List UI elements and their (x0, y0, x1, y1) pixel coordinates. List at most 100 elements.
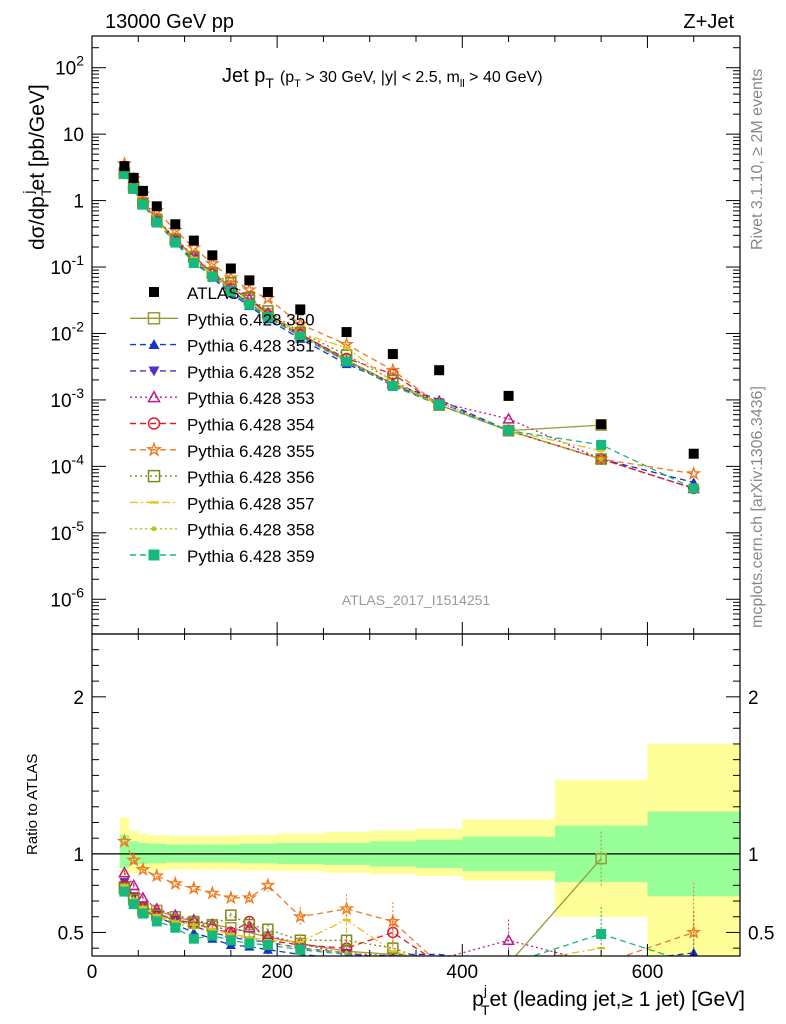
ratio-point (243, 918, 256, 931)
legend-label: Pythia 6.428 354 (187, 416, 315, 435)
main-point (598, 456, 604, 462)
ratio-point (186, 880, 202, 895)
ratio-point (188, 933, 199, 944)
watermark: ATLAS_2017_I1514251 (342, 592, 491, 608)
legend-marker (147, 390, 161, 403)
ratio-point (225, 909, 237, 921)
ratio-point (596, 929, 607, 940)
data-point (262, 287, 273, 298)
data-point (596, 419, 607, 430)
ratio-point (204, 885, 220, 900)
ratio-tick-label-right: 1 (748, 845, 759, 866)
x-tick-label: 600 (632, 962, 664, 983)
ratio-point (296, 940, 305, 944)
ratio-point (116, 833, 132, 848)
legend-entry-data: ATLAS (149, 284, 240, 303)
y-tick-label: 10 (63, 125, 84, 146)
legend-marker (147, 312, 161, 325)
main-point (207, 271, 218, 282)
main-point (170, 237, 181, 248)
legend-entry: Pythia 6.428 352 (130, 363, 315, 382)
legend-entry: Pythia 6.428 354 (130, 416, 315, 435)
svg-text:dσ/dpTjet [pb/GeV]: dσ/dpTjet [pb/GeV] (20, 84, 54, 250)
main-point (434, 399, 445, 410)
main-point (188, 258, 199, 269)
ratio-point (342, 918, 351, 922)
ratio-point (260, 877, 276, 892)
data-point (170, 219, 181, 230)
ratio-point (127, 878, 140, 891)
data-point (207, 250, 218, 261)
legend-label: Pythia 6.428 356 (187, 468, 315, 487)
legend-label: Pythia 6.428 355 (187, 442, 315, 461)
legend-entry: Pythia 6.428 353 (130, 389, 315, 408)
atlas-data-points (119, 161, 699, 459)
ratio-point (295, 944, 306, 955)
legend-marker (148, 549, 160, 561)
legend-label: Pythia 6.428 357 (187, 494, 315, 513)
legend-marker (148, 339, 160, 349)
legend-entry: Pythia 6.428 350 (130, 310, 315, 329)
main-point (596, 439, 607, 450)
legend-label: Pythia 6.428 351 (187, 337, 315, 356)
x-axis-title: pj Tet (leading jet,≥ 1 jet) [GeV] (472, 982, 745, 1018)
data-point (434, 365, 445, 376)
legend-entry: Pythia 6.428 357 (130, 494, 315, 513)
main-point (244, 299, 255, 310)
y-tick-label: 10-1 (50, 252, 84, 279)
main-point (595, 453, 607, 465)
y-tick-label: 10-4 (50, 451, 84, 478)
header-left-label: 13000 GeV pp (105, 11, 234, 33)
ratio-point (502, 933, 515, 946)
data-point (137, 185, 148, 196)
main-point (186, 239, 202, 255)
ratio-point (137, 908, 148, 919)
plot-title: Jet pT (pT > 30 GeV, |y| < 2.5, mll > 40 … (222, 65, 543, 91)
header-right-label: Z+Jet (683, 11, 734, 33)
ratio-tick-label-right: 0.5 (748, 923, 774, 944)
legend-marker (147, 417, 161, 430)
main-point (292, 316, 308, 331)
y-axis-title-main: dσ/dpTjet [pb/GeV] (20, 84, 54, 250)
main-point (387, 381, 398, 392)
main-frame (91, 35, 741, 635)
legend-marker (149, 287, 159, 297)
main-series (119, 169, 699, 494)
ratio-point (339, 900, 355, 916)
legend-label: Pythia 6.428 359 (187, 547, 315, 566)
ratio-point (138, 906, 147, 909)
ratio-point (262, 923, 274, 936)
data-point (119, 161, 130, 172)
legend-entry: Pythia 6.428 351 (130, 337, 315, 356)
ratio-series (116, 833, 702, 956)
main-point (341, 356, 352, 367)
data-point (503, 390, 514, 401)
ratio-point (223, 889, 239, 905)
ratio-point (170, 922, 181, 933)
data-point (295, 304, 306, 315)
main-point (225, 286, 236, 297)
legend: ATLAS Pythia 6.428 350 Pythia 6.428 351 Pyt… (130, 284, 315, 566)
ratio-point (340, 934, 353, 947)
y-tick-label: 102 (55, 53, 84, 80)
band-inner-bin (119, 835, 130, 869)
main-point (204, 255, 220, 271)
ratio-series-group (116, 831, 702, 956)
legend-entry: Pythia 6.428 358 (130, 521, 315, 540)
legend-marker (145, 441, 163, 457)
data-point (341, 327, 352, 338)
x-tick-label: 400 (446, 962, 478, 983)
x-tick-label: 0 (87, 962, 98, 983)
ratio-point (126, 852, 142, 867)
legend-entry: Pythia 6.428 359 (130, 547, 315, 566)
side-label-mcplots: mcplots.cern.ch [arXiv:1306.3436] (749, 386, 766, 628)
legend-marker (147, 469, 161, 483)
main-point (342, 346, 351, 349)
legend-label: Pythia 6.428 350 (187, 310, 315, 329)
x-tick-label: 200 (261, 962, 293, 983)
main-point (295, 331, 306, 342)
data-point (688, 448, 699, 459)
main-point (385, 362, 401, 377)
data-point (244, 275, 255, 286)
